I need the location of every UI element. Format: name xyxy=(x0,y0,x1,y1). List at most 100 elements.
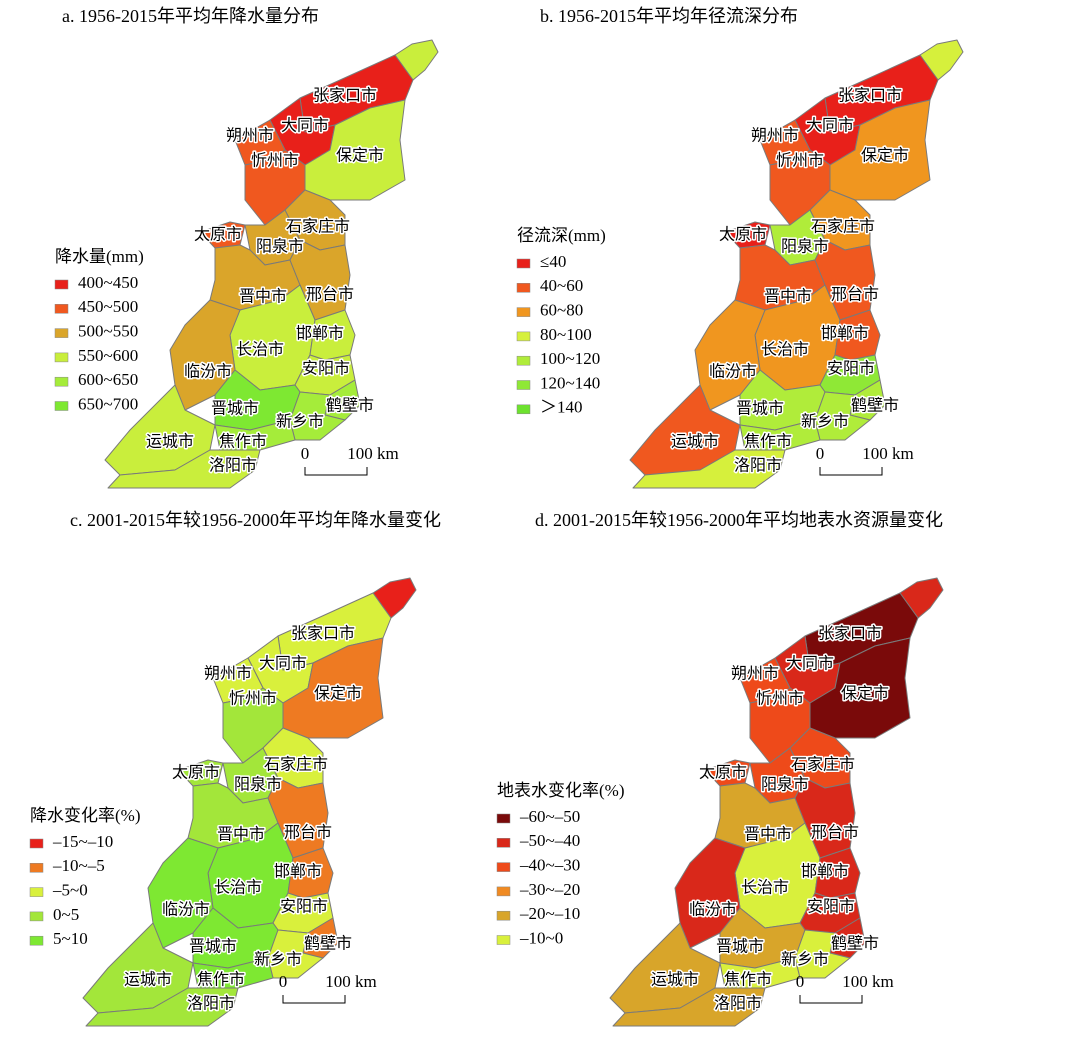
panel-title: b. 1956-2015年平均年径流深分布 xyxy=(540,6,798,26)
region xyxy=(612,987,766,1027)
city-label: 忻州市 xyxy=(229,690,277,708)
legend-label: 0~5 xyxy=(53,905,79,924)
city-label: 长治市 xyxy=(236,341,284,359)
legend-swatch xyxy=(496,935,511,945)
city-label: 张家口市 xyxy=(818,625,882,643)
city-label: 新乡市 xyxy=(276,413,324,431)
city-label: 邯郸市 xyxy=(801,863,849,881)
city-label: 长治市 xyxy=(741,879,789,897)
scale-label: 0 xyxy=(301,444,310,463)
legend-swatch xyxy=(516,258,531,269)
city-label: 鹤壁市 xyxy=(326,396,374,415)
city-label: 石家庄市 xyxy=(811,218,875,236)
panel-title: c. 2001-2015年较1956-2000年平均年降水量变化 xyxy=(70,510,441,530)
city-label: 阳泉市 xyxy=(234,776,282,794)
legend-label: 100~120 xyxy=(540,349,600,368)
legend-label: –5~0 xyxy=(52,881,88,900)
legend-swatch xyxy=(29,863,44,873)
city-label: 临汾市 xyxy=(689,901,737,919)
panel-title: a. 1956-2015年平均年降水量分布 xyxy=(62,6,319,26)
region xyxy=(704,759,751,787)
legend-label: 400~450 xyxy=(78,273,138,292)
scale-label: 100 km xyxy=(325,972,376,991)
city-label: 焦作市 xyxy=(724,971,772,989)
region xyxy=(814,391,871,441)
city-label: 晋中市 xyxy=(744,826,792,844)
scale-label: 0 xyxy=(816,444,825,463)
region xyxy=(107,449,261,489)
legend-label: 650~700 xyxy=(78,394,138,413)
city-label: 鹤壁市 xyxy=(851,396,899,415)
legend-swatch xyxy=(496,910,511,921)
legend-label: ＞140 xyxy=(540,398,583,417)
city-label: 安阳市 xyxy=(302,360,350,378)
scale-label: 100 km xyxy=(862,444,913,463)
city-label: 石家庄市 xyxy=(264,756,328,774)
city-label: 晋中市 xyxy=(217,826,265,844)
city-label: 邢台市 xyxy=(306,286,354,304)
legend-label: 550~600 xyxy=(78,346,138,365)
city-label: 邢台市 xyxy=(831,286,879,304)
city-label: 临汾市 xyxy=(184,363,232,381)
city-label: 阳泉市 xyxy=(781,238,829,256)
legend-swatch xyxy=(54,352,69,363)
legend-label: –30~–20 xyxy=(519,880,580,899)
region xyxy=(267,929,324,979)
city-label: 新乡市 xyxy=(254,951,302,969)
city-label: 洛阳市 xyxy=(209,457,257,475)
city-label: 安阳市 xyxy=(280,898,328,916)
city-label: 安阳市 xyxy=(827,360,875,378)
city-label: 张家口市 xyxy=(838,87,902,105)
legend-label: 60~80 xyxy=(540,301,583,320)
legend-swatch xyxy=(54,401,69,411)
legend-swatch xyxy=(54,328,69,338)
region xyxy=(85,987,239,1027)
city-label: 邢台市 xyxy=(284,824,332,842)
city-label: 朔州市 xyxy=(731,665,779,683)
city-label: 安阳市 xyxy=(807,898,855,916)
region xyxy=(794,929,851,979)
legend-label: –15~–10 xyxy=(52,832,113,851)
scale-label: 100 km xyxy=(842,972,893,991)
scale-label: 0 xyxy=(796,972,805,991)
scale-bar xyxy=(304,467,368,476)
city-label: 长治市 xyxy=(214,879,262,897)
city-label: 保定市 xyxy=(314,685,362,703)
city-label: 晋城市 xyxy=(189,938,237,956)
city-label: 焦作市 xyxy=(744,433,792,451)
legend-label: –40~–30 xyxy=(519,856,580,875)
legend-label: –10~–5 xyxy=(52,856,105,875)
legend-swatch xyxy=(496,862,511,872)
city-label: 运城市 xyxy=(146,433,194,451)
region xyxy=(809,637,911,739)
city-label: 保定市 xyxy=(841,685,889,703)
legend-swatch xyxy=(496,813,511,824)
city-label: 石家庄市 xyxy=(286,218,350,236)
legend-swatch xyxy=(516,404,531,415)
city-label: 忻州市 xyxy=(756,690,804,708)
panel-title: d. 2001-2015年较1956-2000年平均地表水资源量变化 xyxy=(535,510,943,530)
city-label: 新乡市 xyxy=(781,951,829,969)
city-label: 阳泉市 xyxy=(256,238,304,256)
city-label: 朔州市 xyxy=(751,127,799,145)
legend-label: –20~–10 xyxy=(519,904,580,923)
legend-title: 降水量(mm) xyxy=(55,247,144,266)
city-label: 临汾市 xyxy=(709,363,757,381)
legend-label: ≤40 xyxy=(540,252,566,271)
city-label: 洛阳市 xyxy=(734,457,782,475)
city-label: 焦作市 xyxy=(197,971,245,989)
region xyxy=(282,637,384,739)
scale-bar xyxy=(819,467,883,476)
legend-swatch xyxy=(54,376,69,387)
city-label: 阳泉市 xyxy=(761,776,809,794)
city-label: 太原市 xyxy=(194,226,242,244)
legend-swatch xyxy=(29,838,44,849)
city-label: 太原市 xyxy=(699,764,747,782)
legend-title: 径流深(mm) xyxy=(517,226,606,245)
city-label: 张家口市 xyxy=(313,87,377,105)
